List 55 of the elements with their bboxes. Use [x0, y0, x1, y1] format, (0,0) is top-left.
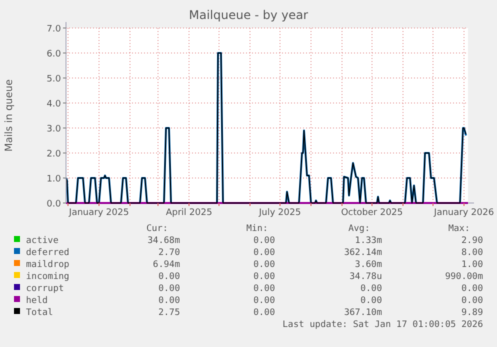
x-tick-label: January 2025	[68, 208, 129, 218]
text: 0.00	[253, 236, 275, 246]
text: Max:	[448, 224, 470, 234]
text: 34.78u	[349, 272, 382, 282]
text: 2.70	[158, 248, 180, 258]
y-tick-label: 1.0	[46, 174, 62, 184]
text: 0.00	[253, 272, 275, 282]
text: 6.94m	[152, 260, 180, 270]
x-tick-label: July 2025	[258, 208, 301, 218]
text: 362.14m	[344, 248, 382, 258]
legend-label: maildrop	[26, 260, 70, 270]
legend-label: held	[26, 296, 48, 306]
text: 0.00	[253, 308, 275, 318]
legend-label: Total	[26, 308, 54, 318]
text: Cur:	[146, 224, 168, 234]
y-axis-title: Mails in queue	[4, 79, 15, 152]
legend-label: deferred	[26, 248, 70, 258]
text: 2.90	[461, 236, 483, 246]
text: 0.00	[253, 248, 275, 258]
legend-label: active	[26, 236, 59, 246]
text: 2.75	[158, 308, 180, 318]
text: 0.00	[360, 284, 382, 294]
y-tick-label: 5.0	[46, 74, 62, 84]
text: 1.33m	[354, 236, 382, 246]
text: 990.00m	[445, 272, 483, 282]
y-tick-label: 3.0	[46, 124, 62, 134]
x-tick-label: January 2026	[433, 208, 494, 218]
text: Min:	[246, 224, 268, 234]
text: 0.00	[461, 296, 483, 306]
legend-label: incoming	[26, 272, 70, 282]
text: 34.68m	[147, 236, 180, 246]
text: 0.00	[158, 272, 180, 282]
text: 0.00	[461, 284, 483, 294]
x-tick-label: October 2025	[341, 208, 403, 218]
text: 0.00	[360, 296, 382, 306]
text: 3.60m	[354, 260, 382, 270]
text: 0.00	[158, 284, 180, 294]
legend-label: corrupt	[26, 284, 64, 294]
text: 367.10m	[344, 308, 382, 318]
text: Last update: Sat Jan 17 01:00:05 2026	[282, 320, 483, 330]
chart-title: Mailqueue - by year	[188, 8, 308, 22]
text: 0.00	[158, 296, 180, 306]
text: 8.00	[461, 248, 483, 258]
text: Avg:	[348, 224, 370, 234]
text: 0.00	[253, 260, 275, 270]
text: 0.00	[253, 296, 275, 306]
text: 9.89	[461, 308, 483, 318]
x-tick-label: April 2025	[166, 208, 212, 218]
y-tick-label: 2.0	[46, 150, 62, 160]
y-tick-label: 6.0	[46, 50, 62, 60]
y-tick-label: 7.0	[46, 24, 62, 34]
text: 1.00	[461, 260, 483, 270]
y-tick-label: 4.0	[46, 100, 62, 110]
y-tick-label: 0.0	[46, 200, 62, 210]
text: 0.00	[253, 284, 275, 294]
